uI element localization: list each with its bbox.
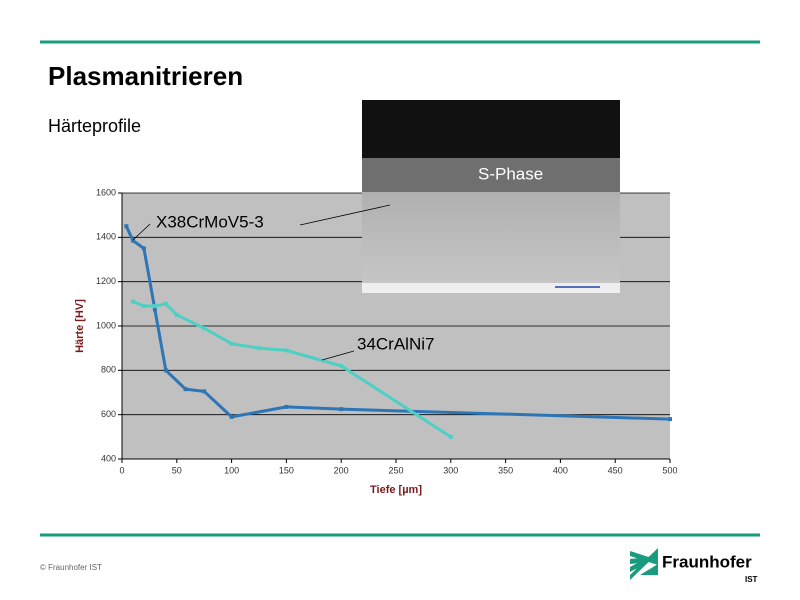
slide-title: Plasmanitrieren	[48, 61, 243, 91]
data-point	[448, 434, 453, 439]
micrograph-layer	[362, 158, 620, 192]
data-point	[229, 341, 234, 346]
series-label: X38CrMoV5-3	[156, 212, 264, 231]
y-tick-label: 1200	[96, 276, 116, 286]
logo-text: Fraunhofer	[662, 552, 752, 571]
micrograph: S-Phase	[362, 100, 620, 293]
x-tick-label: 500	[662, 465, 677, 475]
data-point	[141, 246, 146, 251]
logo: Fraunhofer IST	[630, 548, 758, 584]
data-point	[202, 326, 207, 331]
x-tick-label: 250	[388, 465, 403, 475]
data-point	[339, 363, 344, 368]
series-label: 34CrAlNi7	[357, 334, 434, 353]
y-tick-label: 400	[101, 453, 116, 463]
data-point	[130, 299, 135, 304]
data-point	[130, 238, 135, 243]
annotation-line	[299, 204, 391, 226]
copyright: © Fraunhofer IST	[40, 563, 102, 572]
data-point	[668, 417, 672, 422]
annotation-line	[132, 223, 151, 241]
data-point	[202, 389, 207, 394]
data-point	[284, 348, 289, 353]
data-point	[229, 414, 234, 419]
y-tick-label: 800	[101, 365, 116, 375]
y-axis-label: Härte [HV]	[74, 299, 86, 353]
slide-subtitle: Härteprofile	[48, 116, 141, 136]
data-point	[339, 407, 344, 412]
x-tick-label: 200	[334, 465, 349, 475]
data-point	[152, 307, 157, 312]
data-point	[257, 346, 261, 351]
y-tick-label: 1400	[96, 232, 116, 242]
y-tick-label: 1600	[96, 187, 116, 197]
x-tick-label: 0	[119, 465, 124, 475]
data-point	[141, 304, 146, 309]
y-tick-label: 1000	[96, 320, 116, 330]
logo-sub: IST	[745, 575, 758, 584]
y-tick-label: 600	[101, 409, 116, 419]
x-tick-label: 450	[608, 465, 623, 475]
x-tick-label: 400	[553, 465, 568, 475]
image-label: S-Phase	[478, 164, 543, 183]
x-tick-label: 100	[224, 465, 239, 475]
micrograph-top	[362, 100, 620, 158]
x-axis-label: Tiefe [µm]	[370, 484, 422, 496]
micrograph-bar	[362, 283, 620, 293]
annotation-line	[321, 350, 355, 361]
x-tick-label: 50	[172, 465, 182, 475]
data-point	[284, 404, 289, 409]
x-tick-label: 350	[498, 465, 513, 475]
x-tick-label: 300	[443, 465, 458, 475]
data-point	[183, 387, 188, 392]
data-point	[174, 312, 179, 317]
data-point	[152, 304, 157, 309]
x-tick-label: 150	[279, 465, 294, 475]
data-point	[163, 301, 168, 306]
data-point	[163, 368, 168, 373]
data-point	[124, 224, 129, 229]
